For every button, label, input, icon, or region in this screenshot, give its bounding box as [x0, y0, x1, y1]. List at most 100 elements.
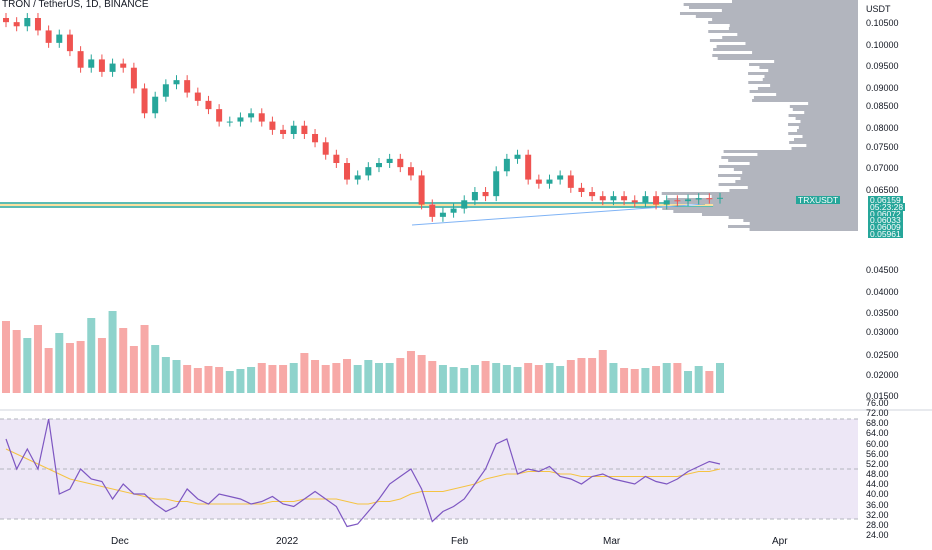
- volume-bar: [417, 355, 426, 393]
- volume-bar: [492, 363, 501, 393]
- candle-body: [386, 158, 393, 163]
- candle-body: [280, 129, 287, 134]
- candle-body: [322, 142, 329, 155]
- volume-profile-bar: [717, 57, 858, 60]
- price-axis-label: 0.09000: [866, 83, 899, 93]
- volume-profile-bar: [711, 195, 858, 198]
- volume-profile-bar: [749, 222, 858, 225]
- volume-bar: [364, 360, 373, 393]
- volume-profile-bar: [759, 66, 858, 69]
- volume-profile-bar: [800, 120, 858, 123]
- candle-body: [706, 198, 713, 200]
- price-tag: 0.06159: [868, 195, 903, 205]
- rsi-axis-label: 72.00: [866, 408, 889, 419]
- candle-body: [226, 121, 233, 123]
- volume-profile-bar: [788, 114, 858, 117]
- volume-bar: [470, 365, 479, 393]
- volume-bar: [12, 330, 21, 393]
- candle-body: [642, 196, 649, 203]
- rsi-axis-label: 24.00: [866, 529, 889, 540]
- volume-profile-bar: [688, 6, 858, 9]
- volume-profile-bar: [757, 87, 858, 90]
- volume-bar: [44, 348, 53, 393]
- time-label-feb: Feb: [451, 536, 469, 547]
- volume-profile-bar: [661, 192, 858, 195]
- price-axis-label: 0.06500: [866, 185, 899, 195]
- volume-bar: [321, 365, 330, 393]
- candle-body: [450, 208, 457, 213]
- volume-profile-bar: [737, 33, 858, 36]
- rsi-line: [5, 418, 721, 528]
- candle-body: [695, 198, 702, 200]
- candle-body: [333, 154, 340, 163]
- price-axis-label: 0.03500: [866, 308, 899, 318]
- candle-body: [535, 179, 542, 184]
- candle-body: [514, 154, 521, 159]
- volume-profile-bar: [708, 21, 858, 24]
- price-axis-currency: USDT: [866, 4, 891, 14]
- candle-body: [77, 51, 84, 68]
- time-label-dec: Dec: [111, 536, 129, 547]
- symbol-header[interactable]: TRON / TetherUS, 1D, BINANCE: [2, 0, 149, 10]
- price-axis-label: 0.02000: [866, 370, 899, 380]
- rsi-axis-label: 76.00: [866, 398, 889, 408]
- volume-bar: [524, 363, 533, 393]
- volume-bar: [705, 371, 714, 393]
- candle-body: [152, 96, 159, 114]
- candle-body: [3, 18, 9, 23]
- rsi-axis-label: 36.00: [866, 499, 889, 510]
- rsi-ma-line: [5, 448, 721, 505]
- candle-body: [663, 200, 670, 205]
- volume-bar: [556, 366, 565, 393]
- volume-bar: [502, 365, 511, 393]
- volume-profile-bar: [788, 123, 858, 126]
- volume-bar: [513, 367, 522, 393]
- time-label-apr: Apr: [772, 536, 788, 547]
- volume-profile-bar: [774, 60, 858, 63]
- volume-profile-bar: [721, 156, 858, 159]
- candle-body: [429, 204, 436, 217]
- volume-bar: [65, 343, 74, 393]
- volume-profile-bar: [794, 138, 858, 141]
- volume-profile-bar: [718, 165, 858, 168]
- candle-body: [407, 167, 414, 176]
- volume-profile-bar: [732, 0, 858, 3]
- price-tag: 05:23:28: [868, 201, 906, 212]
- volume-profile-bar: [749, 162, 858, 165]
- volume-profile-bar: [679, 12, 858, 15]
- volume-bar: [140, 325, 149, 393]
- volume-profile-bar: [768, 69, 858, 72]
- volume-bar: [76, 341, 85, 393]
- candle-body: [130, 67, 137, 89]
- volume-bar: [694, 366, 703, 393]
- price-axis-label: 0.07000: [866, 163, 899, 173]
- rsi-axis-label: 44.00: [866, 479, 889, 490]
- candle-body: [258, 113, 265, 122]
- candle-body: [525, 154, 532, 180]
- volume-profile-bar: [735, 180, 858, 183]
- volume-bar: [129, 346, 138, 393]
- volume-profile-bar: [802, 135, 858, 138]
- price-axis-label: 0.02500: [866, 350, 899, 360]
- volume-profile-bar: [673, 210, 858, 213]
- candle-body: [173, 80, 180, 85]
- volume-profile-bar: [733, 168, 858, 171]
- candle-body: [205, 100, 212, 110]
- volume-profile-bar: [666, 201, 858, 204]
- candle-body: [162, 84, 169, 97]
- volume-profile-bar: [742, 171, 858, 174]
- volume-profile-bar: [749, 90, 858, 93]
- candle-body: [578, 187, 585, 192]
- candles: [3, 13, 723, 222]
- volume-bar: [55, 333, 64, 393]
- volume-profile-bar: [747, 186, 858, 189]
- volume-bar: [289, 363, 298, 393]
- volume-bar: [353, 365, 362, 393]
- candle-body: [344, 163, 351, 180]
- candle-body: [653, 196, 660, 205]
- volume-profile-bar: [709, 39, 858, 42]
- volume-profile-bar: [662, 207, 858, 210]
- volume-profile-bar: [728, 216, 858, 219]
- candle-body: [503, 158, 510, 172]
